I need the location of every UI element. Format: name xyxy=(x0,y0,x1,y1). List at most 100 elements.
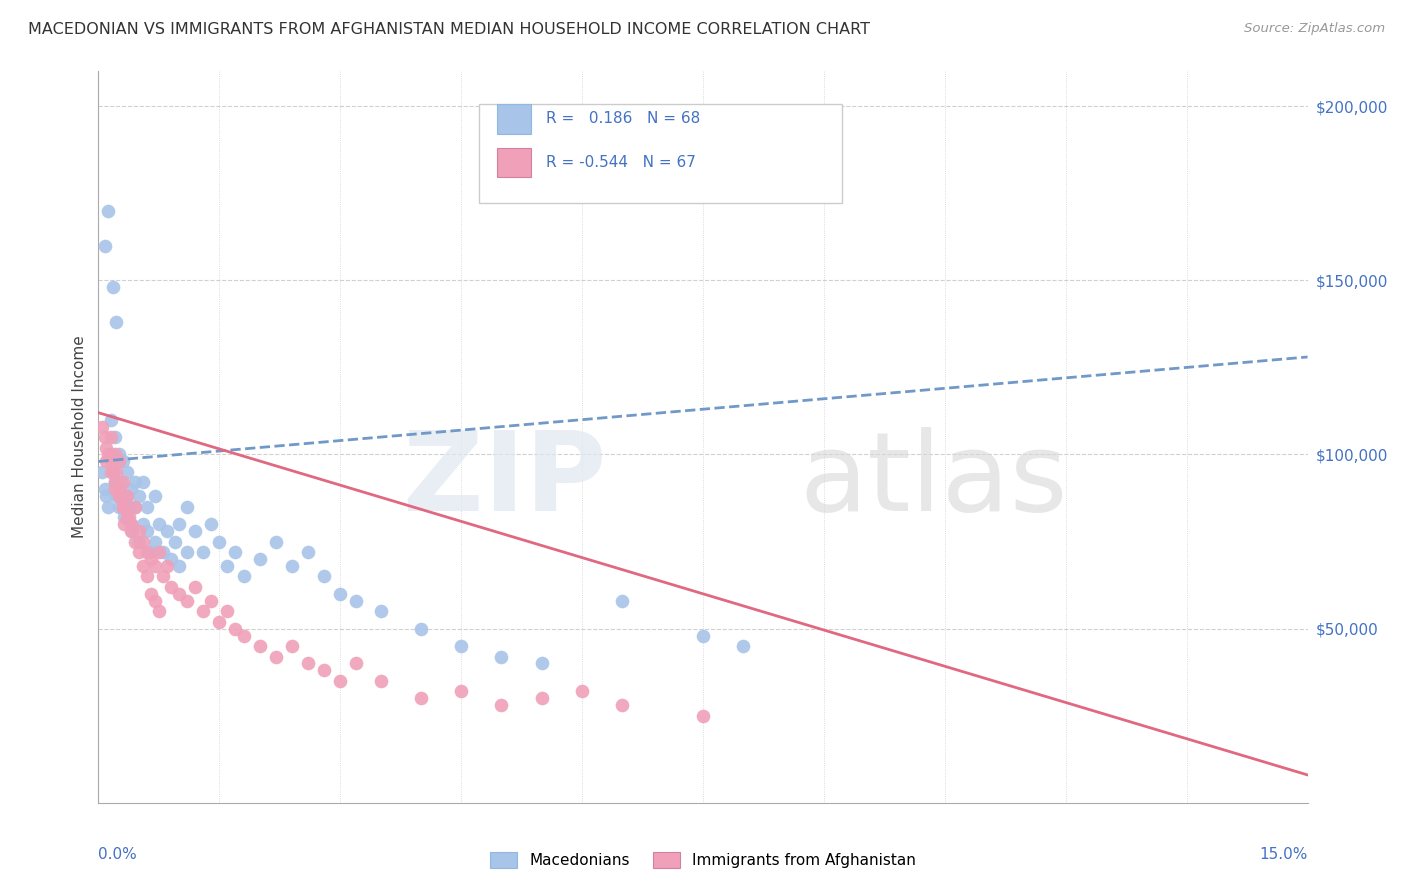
Point xyxy=(94,238,117,252)
Point xyxy=(370,673,392,688)
Point xyxy=(409,691,432,706)
Point xyxy=(160,552,183,566)
Point xyxy=(135,524,157,538)
Point xyxy=(115,510,138,524)
Point xyxy=(224,545,246,559)
Point xyxy=(281,639,304,653)
Point xyxy=(409,622,432,636)
Point xyxy=(370,604,392,618)
Point xyxy=(200,594,222,608)
Point xyxy=(111,454,134,468)
Text: atlas: atlas xyxy=(800,427,1069,534)
Point xyxy=(112,510,135,524)
Point xyxy=(184,580,207,594)
Point xyxy=(692,708,714,723)
Point xyxy=(314,569,336,583)
Point xyxy=(152,569,174,583)
Point xyxy=(249,639,271,653)
Point xyxy=(530,657,553,671)
Point xyxy=(571,684,593,698)
Point xyxy=(132,475,155,490)
Point xyxy=(139,545,162,559)
Point xyxy=(167,558,190,573)
Point xyxy=(163,534,186,549)
Point xyxy=(97,448,120,462)
Point xyxy=(132,534,155,549)
Text: R =   0.186   N = 68: R = 0.186 N = 68 xyxy=(546,112,700,127)
Point xyxy=(232,629,254,643)
Point xyxy=(450,639,472,653)
Point xyxy=(128,545,150,559)
Point xyxy=(111,500,134,514)
Point xyxy=(152,545,174,559)
Point xyxy=(120,517,142,532)
Point xyxy=(148,604,170,618)
Point xyxy=(96,489,118,503)
Point xyxy=(111,500,134,514)
Point xyxy=(135,569,157,583)
Point xyxy=(94,430,117,444)
Text: Source: ZipAtlas.com: Source: ZipAtlas.com xyxy=(1244,22,1385,36)
Point xyxy=(148,545,170,559)
Point xyxy=(96,441,118,455)
Point xyxy=(101,280,124,294)
Point xyxy=(97,203,120,218)
Point xyxy=(491,698,513,713)
Point xyxy=(111,475,134,490)
Point xyxy=(143,558,166,573)
Point xyxy=(143,534,166,549)
Point xyxy=(107,448,129,462)
Point xyxy=(103,430,125,444)
Point xyxy=(156,524,179,538)
Point xyxy=(217,558,239,573)
Point xyxy=(97,500,120,514)
Point xyxy=(167,587,190,601)
Point xyxy=(193,545,215,559)
Point xyxy=(110,475,132,490)
Point xyxy=(148,517,170,532)
Point xyxy=(450,684,472,698)
Point xyxy=(107,489,129,503)
Point xyxy=(733,639,755,653)
Point xyxy=(120,483,142,497)
Point xyxy=(176,500,198,514)
Point xyxy=(143,594,166,608)
Point xyxy=(105,315,128,329)
Text: R = -0.544   N = 67: R = -0.544 N = 67 xyxy=(546,155,696,170)
Point xyxy=(344,594,367,608)
Point xyxy=(91,465,114,479)
Point xyxy=(112,517,135,532)
Point xyxy=(143,489,166,503)
Legend: Macedonians, Immigrants from Afghanistan: Macedonians, Immigrants from Afghanistan xyxy=(489,853,917,868)
Point xyxy=(124,500,146,514)
Point xyxy=(329,673,352,688)
Point xyxy=(100,448,122,462)
Point xyxy=(167,517,190,532)
Point xyxy=(135,545,157,559)
Point xyxy=(100,412,122,426)
Point xyxy=(160,580,183,594)
Point xyxy=(107,483,129,497)
Point xyxy=(103,448,125,462)
Point xyxy=(344,657,367,671)
Point xyxy=(217,604,239,618)
Point xyxy=(224,622,246,636)
Point xyxy=(264,534,287,549)
Point xyxy=(115,489,138,503)
Point xyxy=(124,475,146,490)
Point xyxy=(103,483,125,497)
Point xyxy=(132,517,155,532)
Bar xyxy=(498,148,531,178)
Point xyxy=(107,454,129,468)
Point xyxy=(107,500,129,514)
Point xyxy=(176,545,198,559)
Point xyxy=(692,629,714,643)
Point xyxy=(612,594,634,608)
Point xyxy=(176,594,198,608)
Point xyxy=(249,552,271,566)
Point xyxy=(132,558,155,573)
Point xyxy=(115,465,138,479)
Point xyxy=(128,489,150,503)
Point xyxy=(111,492,134,507)
Point xyxy=(128,534,150,549)
